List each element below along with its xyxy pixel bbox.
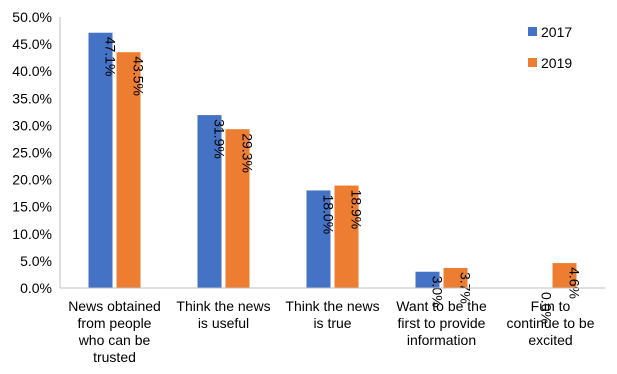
data-label-2019-0: 43.5%: [131, 56, 147, 96]
bar-2019-3: [443, 267, 468, 288]
x-category-label: Fun to continue to be excited: [507, 298, 595, 348]
y-tick-label: 30.0%: [12, 117, 52, 133]
data-labels: 47.1% 43.5%31.9% 29.3%18.0% 18.9%3.0% 3.7%0.…: [103, 37, 583, 324]
x-category-label: Want to be the first to provide informatio…: [396, 298, 487, 348]
x-category-label-line: first to provide: [398, 315, 486, 331]
y-tick-label: 10.0%: [12, 226, 52, 242]
y-tick-label: 50.0%: [12, 9, 52, 25]
x-category-label-line: information: [407, 332, 476, 348]
legend-label-2019: 2019: [541, 55, 572, 71]
data-label-2017-2: 18.0%: [321, 194, 337, 234]
y-tick-label: 25.0%: [12, 145, 52, 161]
bar-2019-0: [116, 52, 141, 289]
x-axis: News obtained from people who can be truste…: [60, 287, 605, 365]
data-label-2019-1: 29.3%: [240, 133, 256, 173]
bar-2017-3: [415, 271, 440, 288]
legend-swatch-2019: [528, 58, 537, 67]
y-axis: 0.0% 5.0% 10.0% 15.0% 20.0% 25.0% 30.0% 35.0% 40…: [12, 9, 61, 296]
y-tick-label: 5.0%: [20, 253, 52, 269]
x-category-label-line: excited: [528, 332, 572, 348]
x-category-label-line: News obtained: [68, 298, 161, 314]
x-category-label-line: trusted: [93, 349, 136, 365]
x-category-label: Think the news is useful: [176, 298, 270, 331]
x-category-label-line: is true: [313, 315, 351, 331]
legend: 2017 2019: [528, 24, 572, 71]
bars: [88, 32, 577, 289]
data-label-2017-4: 0.0%: [539, 292, 555, 324]
x-category-label: News obtained from people who can be truste…: [68, 298, 161, 365]
y-tick-label: 45.0%: [12, 36, 52, 52]
legend-swatch-2017: [528, 27, 537, 36]
x-category-label-line: who can be: [78, 332, 151, 348]
legend-label-2017: 2017: [541, 24, 572, 40]
data-label-2019-2: 18.9%: [349, 190, 365, 230]
bar-2017-0: [88, 32, 113, 288]
bar-2017-1: [197, 115, 222, 289]
x-category-label-line: continue to be: [507, 315, 595, 331]
data-label-2017-1: 31.9%: [212, 119, 228, 159]
x-category-label-line: Want to be the: [396, 298, 487, 314]
x-category-label-line: Think the news: [285, 298, 379, 314]
x-category-label-line: is useful: [198, 315, 249, 331]
bar-2017-2: [306, 190, 331, 288]
x-category-label-line: from people: [78, 315, 152, 331]
y-tick-label: 35.0%: [12, 90, 52, 106]
y-tick-label: 20.0%: [12, 172, 52, 188]
y-tick-label: 15.0%: [12, 199, 52, 215]
data-label-2019-4: 4.6%: [567, 267, 583, 299]
x-category-label-line: Fun to: [531, 298, 571, 314]
y-tick-label: 40.0%: [12, 63, 52, 79]
bar-2019-2: [334, 185, 359, 288]
x-category-label-line: Think the news: [176, 298, 270, 314]
data-label-2017-0: 47.1%: [103, 37, 119, 77]
y-tick-label: 0.0%: [20, 280, 52, 296]
bar-2019-4: [552, 263, 577, 288]
x-category-label: Think the news is true: [285, 298, 379, 331]
bar-2019-1: [225, 129, 250, 288]
data-label-2017-3: 3.0%: [430, 276, 446, 308]
